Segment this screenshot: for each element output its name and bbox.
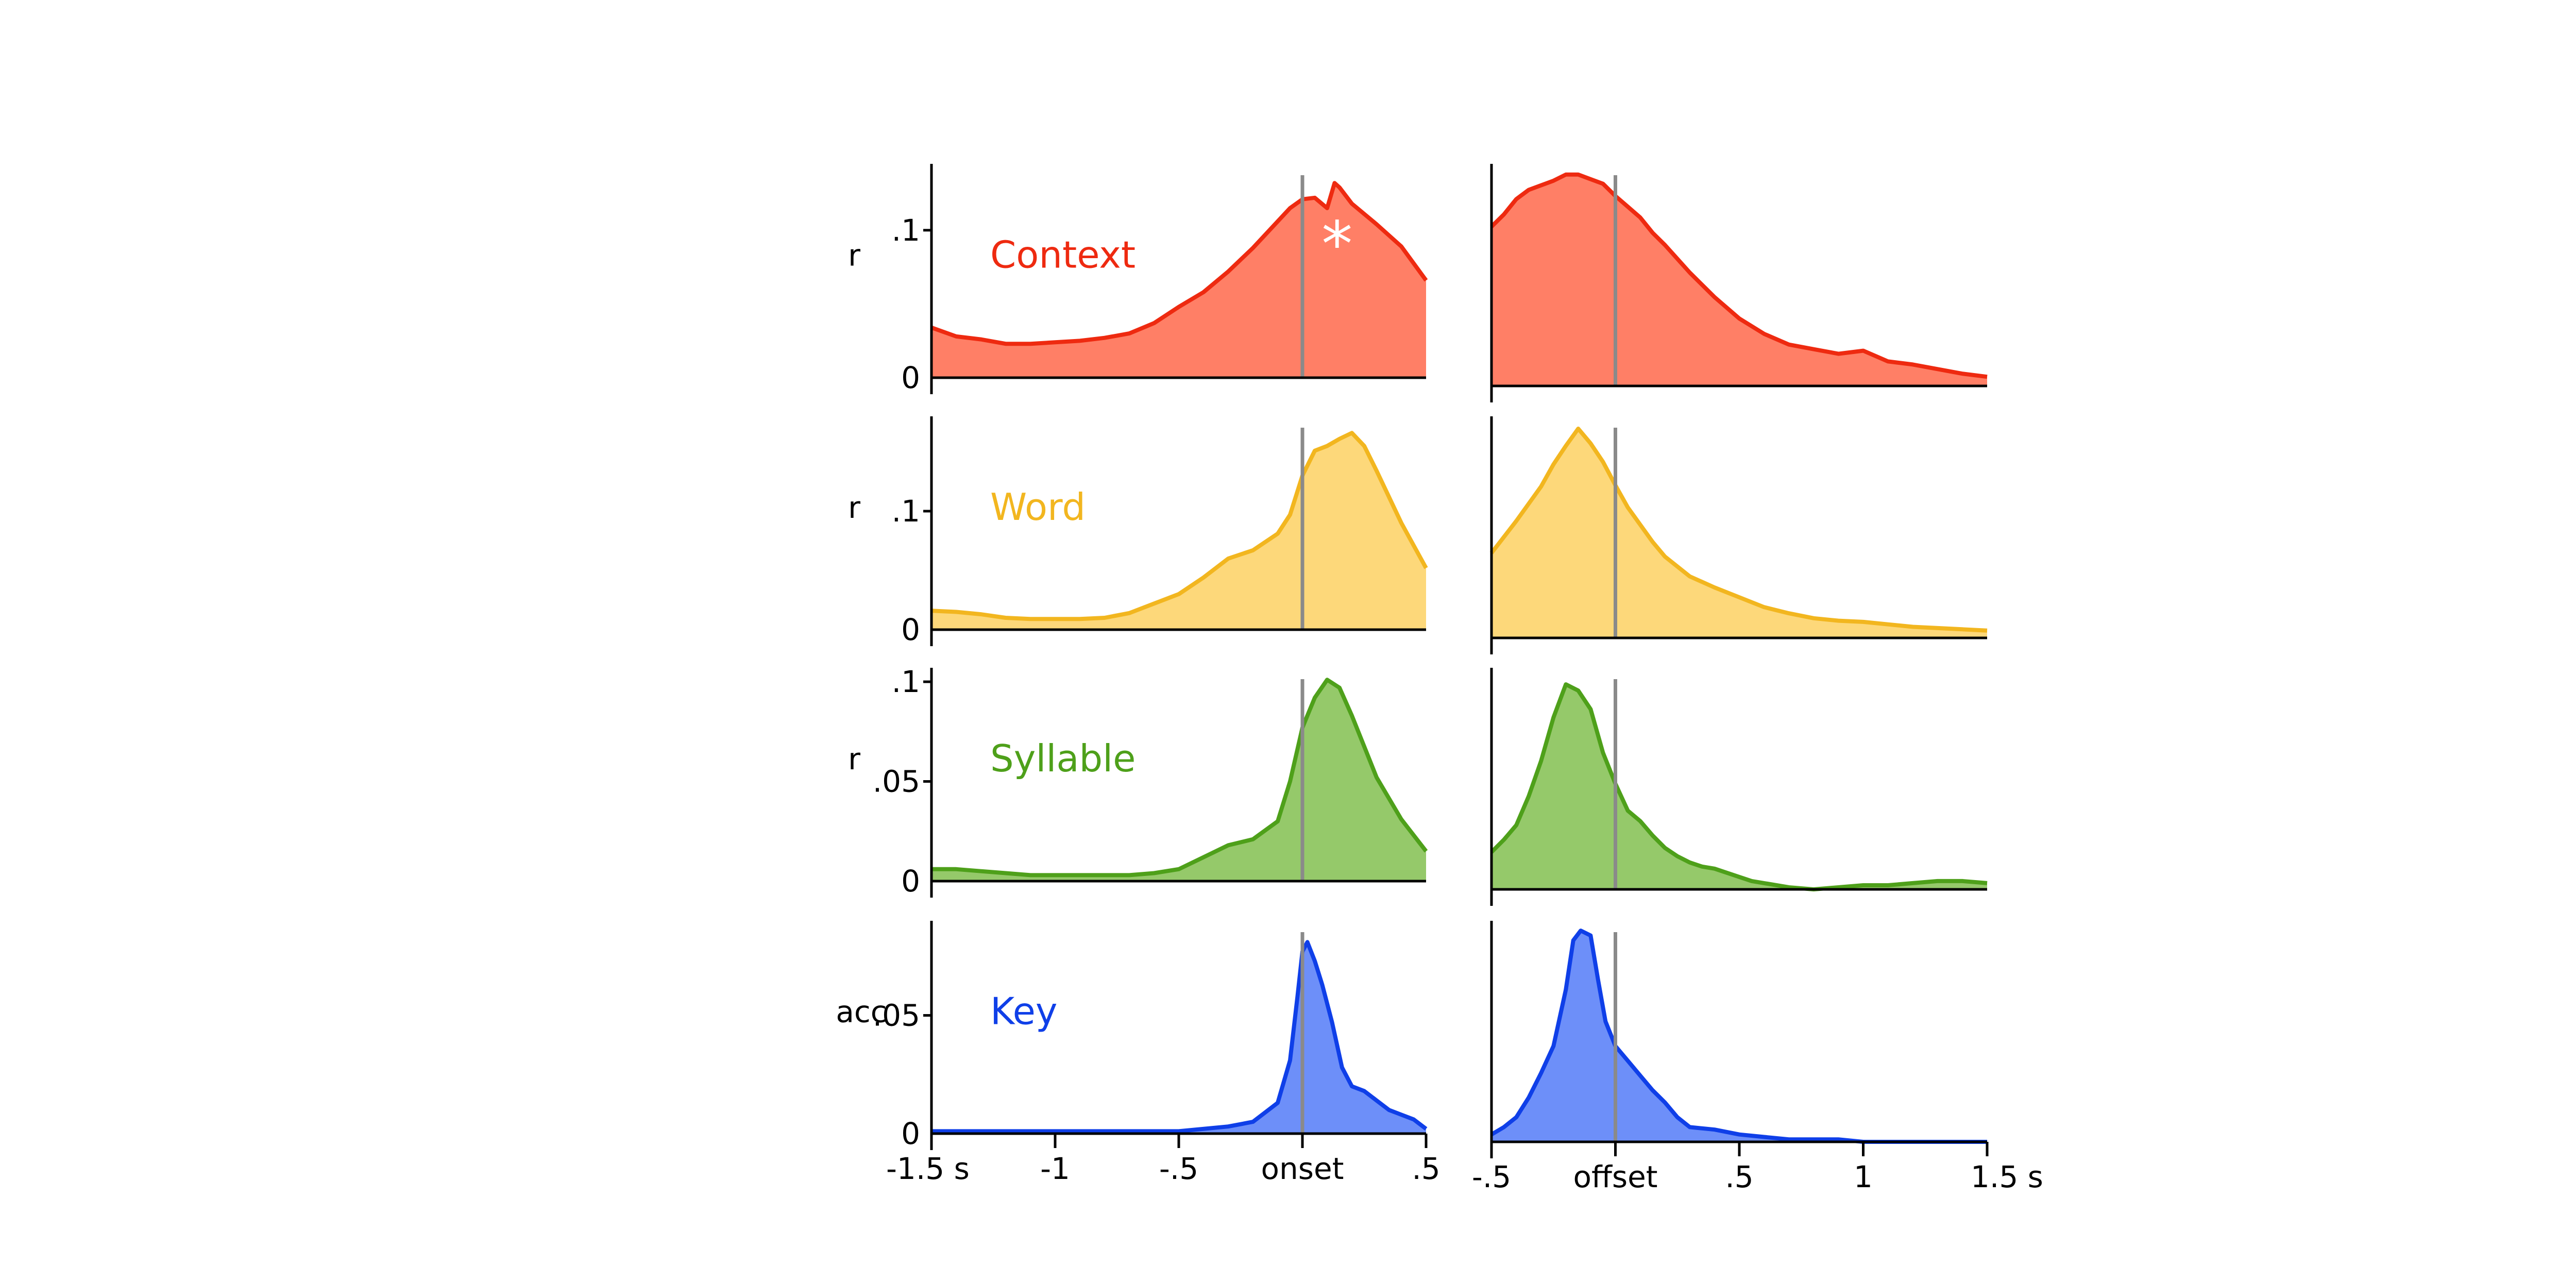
x-tick-label: .5: [1725, 1159, 1753, 1194]
y-axis-label: r: [848, 238, 860, 273]
x-tick-label: offset: [1573, 1159, 1657, 1194]
panel-1-onset: [923, 164, 1428, 394]
x-tick-label: onset: [1261, 1151, 1344, 1186]
panel-4-offset: [1490, 921, 1987, 1158]
series-label: Syllable: [990, 737, 1136, 780]
series-line: [1490, 172, 1988, 379]
series-line: [931, 940, 1428, 1134]
panel-1-offset: [1490, 164, 1988, 402]
series-line: [1489, 426, 1988, 633]
series-line: [1490, 929, 1987, 1144]
series-area: [1492, 931, 1987, 1142]
series-area: [931, 680, 1426, 881]
y-tick-label: 0: [901, 864, 920, 899]
y-tick-label: .1: [892, 494, 920, 529]
series-area: [1492, 428, 1987, 638]
panel-4-onset: [923, 921, 1428, 1150]
y-axis-label: r: [848, 490, 860, 525]
y-axis-label: acc: [836, 994, 887, 1030]
significance-asterisk: *: [1321, 209, 1352, 281]
series-line: [930, 181, 1428, 346]
y-tick-label: 0: [901, 1116, 920, 1151]
panel-3-offset: [1490, 668, 1988, 906]
series-area: [1492, 174, 1987, 386]
series-label: Word: [990, 485, 1086, 529]
y-tick-label: .05: [873, 998, 920, 1033]
panel-3-onset: [923, 668, 1428, 898]
x-tick-label: -.5: [1472, 1159, 1511, 1194]
x-tick-label: .5: [1412, 1151, 1440, 1186]
y-tick-label: .05: [873, 764, 920, 799]
x-tick-label: -.5: [1159, 1151, 1198, 1186]
series-label: Context: [990, 233, 1136, 277]
series-line: [1490, 682, 1988, 891]
y-axis-label: r: [848, 741, 860, 777]
panel-2-offset: [1489, 416, 1988, 654]
panel-2-onset: [923, 416, 1428, 646]
series-line: [931, 678, 1428, 878]
series-area: [1492, 684, 1987, 889]
y-tick-label: .1: [892, 213, 920, 248]
x-tick-label: -1.5 s: [886, 1151, 970, 1186]
y-tick-label: 0: [901, 612, 920, 647]
y-tick-label: .1: [892, 664, 920, 699]
series-area: [931, 942, 1426, 1134]
x-tick-label: 1.5 s: [1971, 1159, 2043, 1194]
x-tick-label: 1: [1854, 1159, 1873, 1194]
y-tick-label: 0: [901, 360, 920, 395]
x-tick-label: -1: [1040, 1151, 1070, 1186]
series-area: [931, 433, 1426, 630]
series-line: [931, 431, 1428, 621]
series-label: Key: [990, 990, 1058, 1033]
